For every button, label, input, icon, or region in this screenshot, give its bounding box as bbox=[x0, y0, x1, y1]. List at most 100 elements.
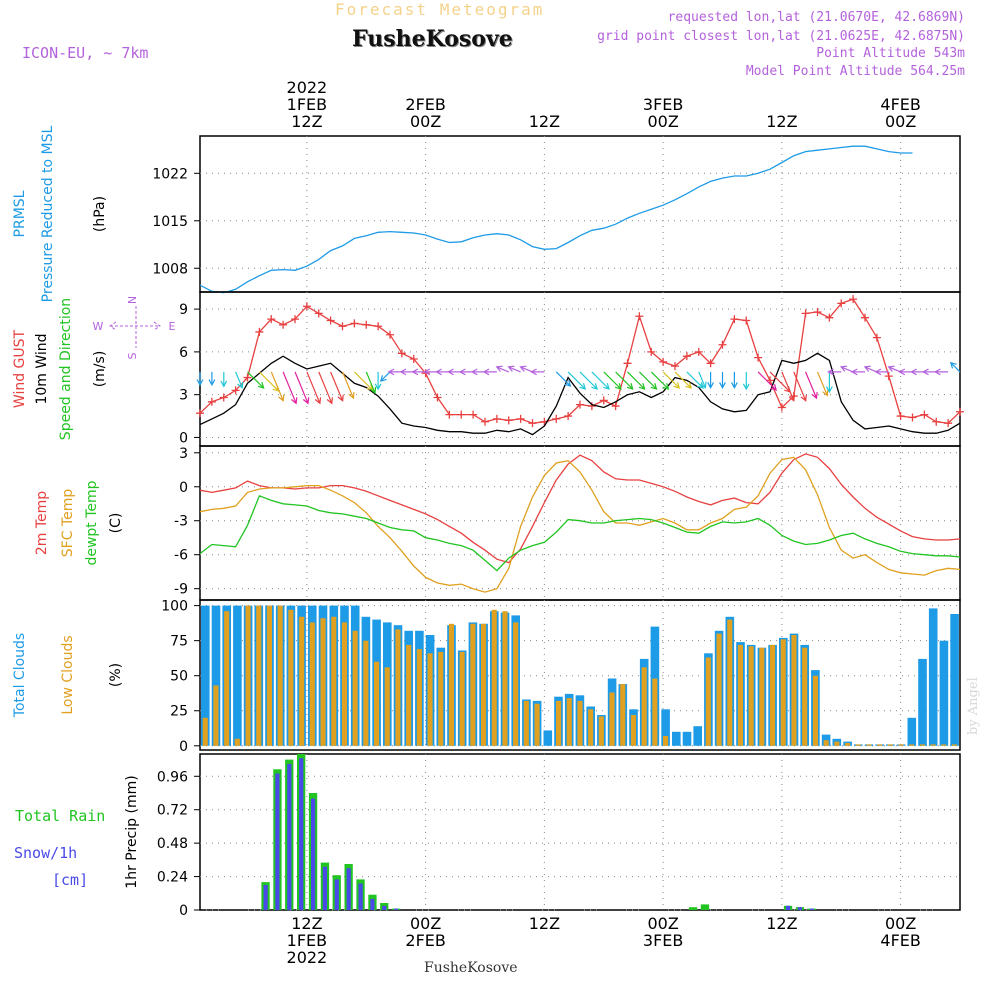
low-cloud-bar bbox=[556, 700, 562, 746]
wind-direction-arrow bbox=[615, 371, 634, 390]
bottom-time-label: 00Z bbox=[410, 914, 441, 933]
low-cloud-bar bbox=[780, 639, 786, 746]
low-cloud-bar bbox=[277, 605, 283, 746]
gust-point-marker bbox=[872, 333, 881, 342]
wind-direction-arrow bbox=[757, 371, 778, 391]
gust-point-marker bbox=[718, 340, 727, 349]
point-altitude: Point Altitude 543m bbox=[816, 46, 965, 61]
y-tick-label-clouds: 50 bbox=[170, 669, 188, 685]
total-cloud-bar bbox=[821, 734, 831, 746]
low-cloud-bar bbox=[352, 630, 358, 746]
y-tick-label-precip: 0.48 bbox=[157, 836, 188, 852]
total-cloud-bar bbox=[950, 614, 959, 746]
wind-direction-arrow bbox=[874, 368, 889, 376]
gust-point-marker bbox=[397, 349, 406, 358]
gust-point-marker bbox=[825, 313, 834, 322]
precip-snow-bar bbox=[370, 898, 375, 910]
wind-direction-arrow bbox=[816, 371, 829, 397]
y-tick-label-temperature: -6 bbox=[174, 548, 188, 564]
y-tick-label-pressure: 1015 bbox=[152, 214, 188, 230]
y-tick-label-wind: 3 bbox=[179, 388, 188, 404]
total-cloud-bar bbox=[672, 731, 681, 746]
y-axis-label-clouds: Low Clouds bbox=[60, 635, 76, 714]
y-tick-label-wind: 0 bbox=[179, 430, 188, 446]
low-cloud-bar bbox=[630, 715, 636, 746]
y-axis-label-pressure: Pressure Reduced to MSL bbox=[40, 125, 56, 302]
requested-coordinates: requested lon,lat (21.0670E, 42.6869N) bbox=[667, 10, 965, 25]
gust-point-marker bbox=[777, 403, 786, 412]
compass-east-label: E bbox=[169, 320, 176, 333]
low-cloud-bar bbox=[791, 635, 797, 746]
low-cloud-bar bbox=[438, 651, 444, 746]
y-tick-label-temperature: -9 bbox=[174, 582, 188, 598]
gust-point-marker bbox=[409, 355, 418, 364]
location-name: FusheKosove bbox=[352, 26, 513, 52]
y-axis-label-clouds: (%) bbox=[108, 663, 124, 687]
gust-point-marker bbox=[445, 410, 454, 419]
low-cloud-bar bbox=[341, 622, 347, 746]
top-time-label: 12Z bbox=[291, 112, 322, 131]
wind-direction-arrow bbox=[507, 365, 521, 373]
low-cloud-bar bbox=[470, 623, 476, 746]
low-cloud-bar bbox=[598, 716, 604, 746]
gust-point-marker bbox=[801, 309, 810, 318]
total-cloud-bar bbox=[693, 726, 702, 746]
model-label: ICON-EU, ~ 7km bbox=[22, 44, 149, 62]
precip-legend-label: [cm] bbox=[52, 871, 88, 889]
bottom-time-label: 4FEB bbox=[880, 931, 920, 950]
gust-point-marker bbox=[243, 373, 252, 382]
low-cloud-bar bbox=[459, 651, 465, 746]
gust-point-marker bbox=[255, 327, 264, 336]
wind-direction-arrow bbox=[781, 371, 796, 402]
precip-snow-bar bbox=[382, 905, 387, 910]
panel-frame-clouds bbox=[199, 599, 961, 751]
gust-point-marker bbox=[659, 357, 668, 366]
y-tick-label-wind: 6 bbox=[179, 345, 188, 361]
y-axis-label-wind: 10m Wind bbox=[34, 333, 50, 404]
top-time-label: 12Z bbox=[529, 112, 560, 131]
gust-point-marker bbox=[219, 393, 228, 402]
gust-point-marker bbox=[671, 362, 679, 371]
low-cloud-bar bbox=[406, 644, 412, 746]
total-cloud-bar bbox=[661, 709, 670, 746]
gust-point-marker bbox=[564, 412, 573, 421]
wind-direction-arrow bbox=[698, 371, 707, 389]
low-cloud-bar bbox=[502, 611, 508, 746]
low-cloud-bar bbox=[448, 623, 454, 746]
wind-direction-arrow bbox=[247, 371, 265, 389]
series-line-prmsl bbox=[199, 145, 913, 294]
gust-point-marker bbox=[587, 402, 596, 411]
wind-direction-arrow bbox=[850, 368, 865, 376]
low-cloud-bar bbox=[952, 744, 958, 746]
series-line-dewpt-temp bbox=[199, 494, 961, 572]
gust-point-marker bbox=[267, 315, 276, 324]
low-cloud-bar bbox=[577, 700, 583, 746]
gust-point-marker bbox=[576, 400, 584, 409]
gust-point-marker bbox=[231, 386, 240, 395]
wind-direction-arrow bbox=[519, 365, 533, 373]
low-cloud-bar bbox=[213, 685, 219, 746]
low-cloud-bar bbox=[855, 744, 861, 746]
gust-point-marker bbox=[433, 393, 442, 402]
wind-direction-arrow bbox=[793, 371, 807, 402]
gust-point-marker bbox=[291, 315, 299, 324]
low-cloud-bar bbox=[234, 738, 240, 746]
low-cloud-bar bbox=[727, 619, 733, 746]
bottom-time-label: 2FEB bbox=[405, 931, 445, 950]
y-axis-label-pressure: PRMSL bbox=[12, 190, 28, 237]
panel-frame-temperature bbox=[199, 445, 961, 601]
gust-point-marker bbox=[386, 330, 394, 339]
series-line-10m-wind bbox=[199, 352, 961, 436]
gust-point-marker bbox=[647, 347, 656, 356]
wind-direction-arrow bbox=[282, 371, 298, 405]
low-cloud-bar bbox=[705, 657, 711, 746]
wind-direction-arrow bbox=[270, 371, 285, 402]
precip-snow-bar bbox=[311, 798, 316, 910]
top-time-label: 3FEB bbox=[643, 95, 683, 114]
gust-point-marker bbox=[302, 302, 311, 311]
wind-direction-arrow bbox=[330, 371, 344, 402]
wind-direction-arrow bbox=[567, 371, 587, 390]
low-cloud-bar bbox=[770, 644, 776, 746]
low-cloud-bar bbox=[845, 743, 851, 746]
